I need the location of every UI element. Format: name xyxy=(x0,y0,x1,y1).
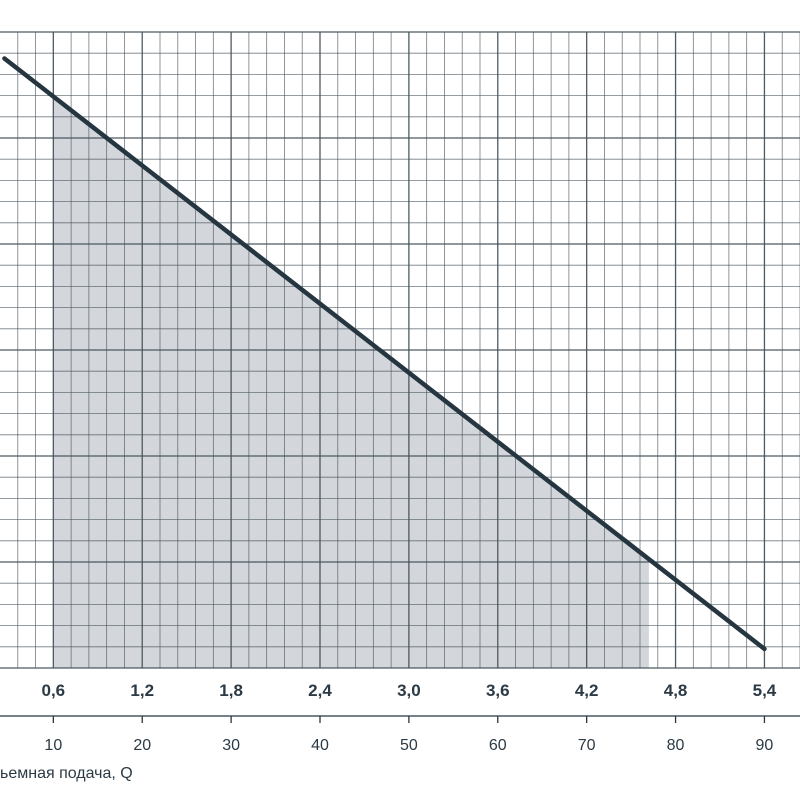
x-tick-label-secondary: 10 xyxy=(44,737,62,754)
x-tick-label-primary: 2,4 xyxy=(308,681,332,700)
x-tick-label-primary: 4,8 xyxy=(664,681,688,700)
x-tick-label-primary: 3,0 xyxy=(397,681,421,700)
x-tick-label-secondary: 80 xyxy=(667,737,685,754)
series-layer xyxy=(2,56,767,652)
x-axis-label: ьемная подача, Q xyxy=(0,765,133,782)
chart-grid xyxy=(0,31,800,717)
x-tick-label-primary: 1,2 xyxy=(130,681,154,700)
x-tick-label-secondary: 40 xyxy=(311,737,329,754)
x-tick-label-primary: 5,4 xyxy=(753,681,777,700)
x-tick-label-primary: 0,6 xyxy=(42,681,66,700)
operating-area xyxy=(53,96,649,669)
x-tick-label-secondary: 20 xyxy=(133,737,151,754)
x-tick-label-secondary: 30 xyxy=(222,737,240,754)
x-tick-label-primary: 3,6 xyxy=(486,681,510,700)
x-tick-label-secondary: 90 xyxy=(756,737,774,754)
x-tick-label-primary: 4,2 xyxy=(575,681,599,700)
performance-curve xyxy=(2,56,767,652)
shaded-area xyxy=(53,96,649,669)
x-tick-label-secondary: 50 xyxy=(400,737,418,754)
x-tick-label-primary: 1,8 xyxy=(219,681,243,700)
tick-labels: 0,6 1,2 1,8 2,4 3,0 3,6 4,2 4,8 5,4 10 20 30 40 50 60 7… xyxy=(42,681,777,754)
x-tick-label-secondary: 70 xyxy=(578,737,596,754)
x-tick-label-secondary: 60 xyxy=(489,737,507,754)
